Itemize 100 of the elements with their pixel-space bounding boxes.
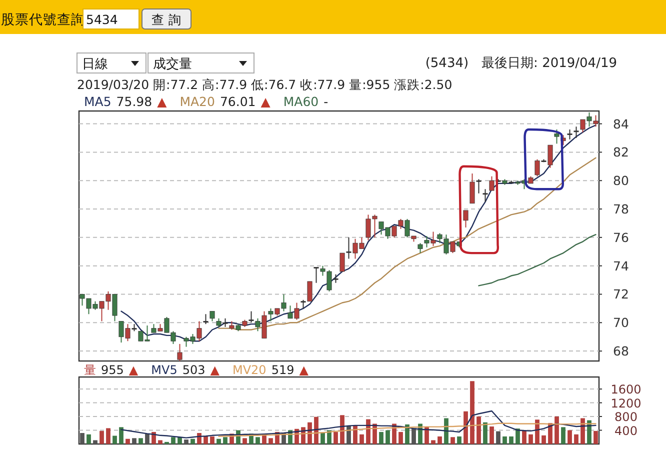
candlestick (203, 314, 208, 325)
line-series (478, 234, 596, 286)
y-tick-label: 72 (613, 286, 629, 302)
bar (476, 416, 481, 444)
text: - (324, 94, 328, 109)
text: 76.01 ▲ (220, 94, 271, 109)
bar (372, 424, 377, 444)
y-tick-label: 74 (613, 258, 629, 274)
text: 75.98 ▲ (116, 94, 168, 109)
text: MV20 (232, 363, 266, 377)
bar (268, 438, 273, 444)
y-tick-label: 84 (613, 116, 629, 132)
bar (242, 438, 247, 444)
bar (561, 427, 566, 444)
y-tick-label: 1200 (610, 396, 642, 410)
text: 成交量 (153, 56, 192, 72)
bar (314, 416, 318, 444)
bar (542, 435, 546, 444)
bar (93, 440, 98, 444)
text: 955 ▲ (101, 363, 139, 377)
y-tick-label: 82 (613, 144, 629, 160)
bar (256, 437, 260, 444)
text: 5434 (86, 12, 118, 27)
bar (438, 436, 442, 444)
bar (138, 438, 143, 444)
bar (100, 430, 104, 444)
candlestick (574, 126, 579, 138)
candlestick (482, 188, 488, 202)
y-tick-label: 1600 (610, 382, 642, 397)
candlestick (210, 310, 215, 322)
bar (190, 438, 195, 444)
bar (223, 437, 228, 444)
bar (132, 438, 136, 444)
bar (334, 432, 338, 444)
candlestick (567, 128, 572, 140)
bar (450, 437, 455, 444)
bar (216, 438, 221, 444)
y-tick-label: 800 (614, 410, 638, 424)
bar (412, 428, 416, 444)
bar (509, 436, 514, 444)
bar (327, 430, 332, 444)
text: 日線 (82, 57, 108, 72)
candlestick (554, 128, 560, 144)
candlestick (418, 242, 423, 254)
bar (483, 422, 488, 444)
bar (106, 428, 110, 444)
candlestick (463, 210, 468, 228)
bar (574, 434, 578, 444)
bar (379, 432, 384, 444)
bar (210, 436, 214, 444)
bar (86, 434, 91, 444)
bar (145, 434, 150, 444)
chart-subtitle: 2019/03/20 開:77.2 高:77.9 低:76.7 收:77.9 量:955 漲跌:2.50 (77, 77, 452, 92)
bar (470, 381, 474, 444)
bar (320, 432, 325, 444)
line-series (218, 422, 596, 438)
text: MA60 (283, 94, 319, 109)
bar (594, 430, 598, 444)
bar (516, 428, 520, 444)
text: 量 (84, 363, 96, 377)
bar (360, 434, 364, 444)
text: MA5 (84, 94, 112, 109)
bar (158, 440, 162, 444)
bar (522, 430, 526, 444)
bar (496, 431, 500, 444)
bar (119, 427, 124, 444)
bar (398, 432, 403, 444)
bar (490, 426, 494, 444)
y-tick-label: 76 (613, 230, 629, 245)
bar (431, 440, 436, 444)
bar (528, 434, 533, 444)
bar (340, 415, 344, 444)
bar (554, 416, 559, 444)
bar (171, 437, 176, 444)
text: MV5 (151, 363, 178, 377)
bar (386, 430, 390, 444)
text: (5434) 最後日期: 2019/04/19 (425, 56, 617, 71)
bar (126, 438, 130, 444)
line-series (120, 410, 596, 438)
bar (80, 433, 84, 444)
bar (457, 436, 462, 444)
line-series (120, 124, 596, 342)
text: 519 ▲ (271, 363, 310, 377)
bar (405, 424, 410, 444)
candlestick (248, 310, 254, 324)
y-tick-label: 80 (613, 173, 629, 188)
bar (112, 436, 117, 444)
y-tick-label: 70 (613, 315, 629, 330)
bar (502, 436, 507, 444)
y-tick-label: 78 (613, 202, 629, 217)
y-tick-label: 400 (614, 424, 638, 438)
bar (184, 440, 188, 444)
candlestick (314, 266, 319, 284)
text: 查 詢 (152, 12, 182, 27)
text: 503 ▲ (182, 363, 220, 377)
bar (346, 426, 351, 444)
bar (204, 436, 208, 444)
bar (568, 430, 572, 444)
text: MA20 (180, 94, 216, 109)
y-tick-label: 68 (613, 344, 629, 359)
